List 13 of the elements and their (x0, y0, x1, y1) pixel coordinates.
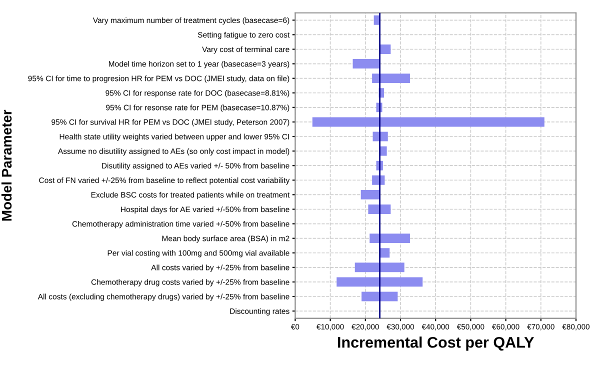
bar (336, 277, 423, 287)
bar (312, 117, 544, 127)
bar (372, 74, 410, 84)
bar (380, 44, 391, 54)
x-axis-title: Incremental Cost per QALY (338, 336, 534, 351)
bar (368, 204, 391, 214)
bar (380, 248, 390, 258)
bar (354, 262, 404, 272)
bar (362, 292, 398, 302)
bar (370, 234, 410, 244)
bar (352, 59, 380, 69)
bar (360, 190, 380, 200)
y-axis-title: Model Parameter (1, 110, 12, 221)
